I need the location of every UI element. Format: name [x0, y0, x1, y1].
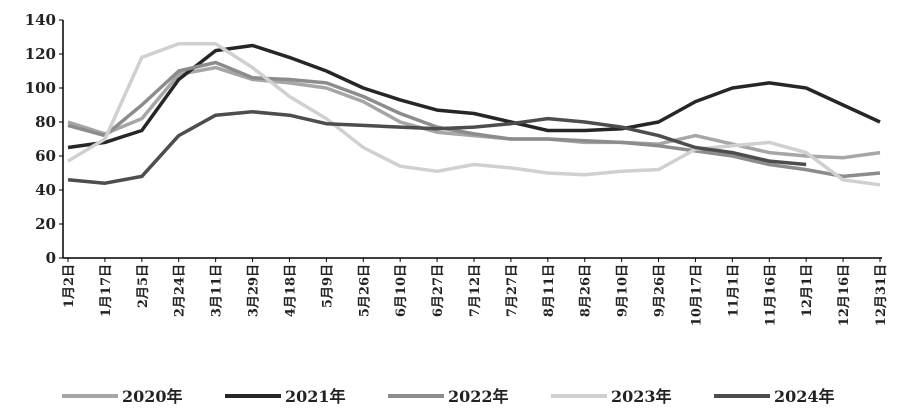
x-tick-label: 1月2日	[62, 264, 77, 308]
x-tick-label: 3月29日	[247, 264, 262, 317]
x-tick-label: 12月31日	[874, 264, 889, 326]
x-tick-label: 8月26日	[579, 264, 594, 317]
x-tick-label: 8月11日	[542, 264, 557, 317]
x-tick-label: 11月1日	[726, 264, 741, 317]
x-tick-label: 6月27日	[431, 264, 446, 317]
y-tick-label: 60	[35, 147, 56, 165]
x-tick-label: 6月10日	[394, 264, 409, 317]
x-tick-label: 5月9日	[320, 264, 335, 308]
y-tick-label: 0	[46, 249, 56, 267]
legend-label: 2022年	[448, 387, 509, 406]
y-tick-label: 120	[25, 45, 56, 63]
legend-label: 2023年	[611, 387, 672, 406]
y-tick-label: 100	[25, 79, 56, 97]
x-tick-label: 7月27日	[505, 264, 520, 317]
x-tick-label: 3月11日	[210, 264, 225, 317]
series-line	[67, 60, 881, 179]
legend-label: 2021年	[285, 387, 346, 406]
x-tick-label: 12月16日	[837, 264, 852, 326]
x-tick-label: 11月16日	[763, 264, 778, 326]
y-tick-label: 140	[25, 11, 56, 29]
series-line	[67, 42, 881, 187]
y-tick-label: 80	[35, 113, 56, 131]
x-tick-label: 9月26日	[653, 264, 668, 317]
x-tick-label: 1月17日	[99, 264, 114, 317]
x-tick-label: 12月1日	[800, 264, 815, 317]
x-tick-label: 4月18日	[283, 264, 298, 317]
x-tick-label: 9月10日	[616, 264, 631, 317]
x-tick-label: 2月5日	[136, 264, 151, 308]
x-tick-label: 10月17日	[689, 264, 704, 326]
x-tick-label: 7月12日	[468, 264, 483, 317]
series-line	[67, 110, 807, 185]
x-tick-label: 2月24日	[173, 264, 188, 317]
y-tick-label: 40	[35, 181, 56, 199]
legend-label: 2020年	[122, 387, 183, 406]
y-tick-label: 20	[35, 215, 56, 233]
legend-label: 2024年	[774, 387, 835, 406]
series-line	[67, 43, 881, 150]
x-tick-label: 5月26日	[357, 264, 372, 317]
